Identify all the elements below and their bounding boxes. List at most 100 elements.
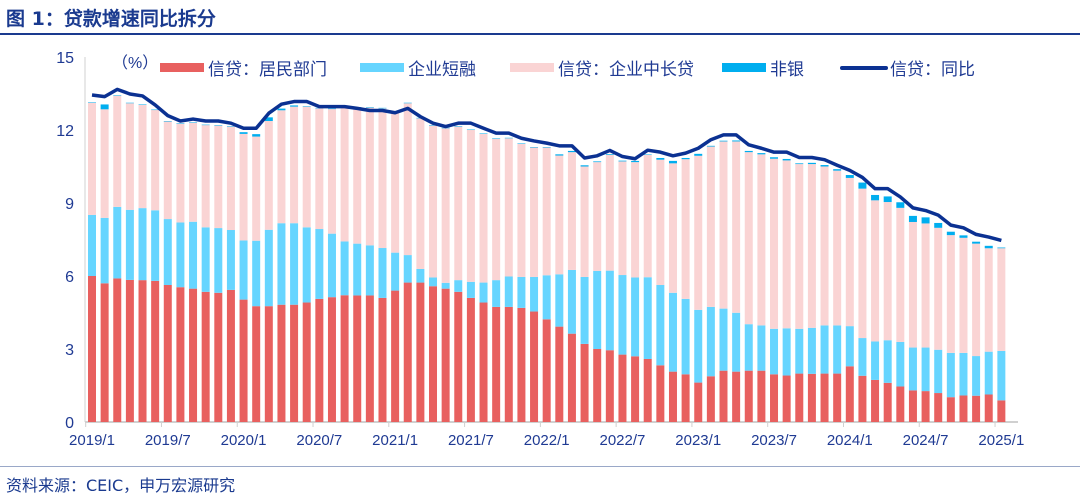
bar-corp-short: [896, 341, 905, 387]
y-tick-label: 0: [65, 415, 74, 432]
bar-household: [391, 290, 400, 422]
bar-household: [744, 370, 753, 422]
bar-corp-long: [315, 108, 324, 230]
bar-corp-short: [530, 276, 539, 312]
y-tick-label: 12: [56, 123, 74, 140]
bar-household: [959, 395, 968, 422]
bar-household: [972, 395, 981, 422]
bar-household: [441, 288, 450, 422]
bar-nonbank: [706, 145, 715, 147]
bar-corp-short: [871, 341, 880, 380]
bar-nonbank: [454, 126, 463, 127]
bar-nonbank: [429, 125, 438, 126]
bar-household: [454, 291, 463, 422]
line-credit-yoy: [91, 87, 1002, 243]
bar-corp-short: [340, 241, 349, 296]
bar-corp-short: [429, 277, 438, 287]
bar-household: [782, 375, 791, 422]
bar-corp-short: [782, 328, 791, 376]
bar-corp-short: [946, 352, 955, 398]
bar-corp-long: [403, 103, 412, 256]
bar-corp-long: [631, 162, 640, 278]
bar-nonbank: [252, 134, 261, 137]
bar-household: [466, 297, 475, 422]
x-tick-label: 2020/7: [296, 432, 342, 449]
bar-household: [858, 375, 867, 422]
x-tick-label: 2024/1: [827, 432, 873, 449]
y-tick-label: 15: [56, 50, 74, 67]
bar-corp-short: [706, 306, 715, 377]
bar-corp-long: [908, 221, 917, 348]
bar-corp-short: [504, 276, 513, 307]
bar-nonbank: [479, 133, 488, 134]
bar-corp-long: [290, 106, 299, 224]
x-tick-label: 2019/7: [145, 432, 191, 449]
bar-corp-long: [883, 202, 892, 341]
bar-corp-long: [100, 109, 109, 218]
bar-household: [365, 295, 374, 422]
bar-nonbank: [795, 163, 804, 165]
bar-household: [504, 306, 513, 422]
bar-corp-long: [567, 152, 576, 270]
x-tick-label: 2023/1: [675, 432, 721, 449]
bar-corp-long: [252, 136, 261, 241]
bar-nonbank: [201, 124, 210, 126]
bar-corp-short: [656, 285, 665, 366]
source-note: 资料来源：CEIC，申万宏源研究: [6, 476, 236, 495]
bar-household: [542, 319, 551, 422]
x-tick-label: 2020/1: [221, 432, 267, 449]
bar-household: [277, 304, 286, 422]
bar-corp-long: [530, 147, 539, 277]
bar-nonbank: [517, 143, 526, 144]
bar-corp-long: [214, 125, 223, 229]
bar-corp-long: [151, 110, 160, 211]
bar-corp-short: [151, 210, 160, 281]
bar-nonbank: [820, 165, 829, 167]
bar-corp-short: [934, 349, 943, 394]
bar-corp-short: [668, 292, 677, 372]
bar-corp-short: [454, 280, 463, 292]
bar-corp-long: [176, 123, 185, 223]
bar-corp-long: [239, 133, 248, 241]
bar-nonbank: [934, 222, 943, 228]
bar-corp-long: [921, 223, 930, 348]
bar-household: [567, 333, 576, 422]
bar-corp-long: [984, 248, 993, 352]
bar-household: [845, 366, 854, 422]
bar-corp-short: [984, 351, 993, 395]
bar-corp-long: [416, 118, 425, 269]
x-tick-label: 2021/1: [372, 432, 418, 449]
bar-nonbank: [807, 162, 816, 165]
source-divider: [0, 466, 1080, 467]
bar-nonbank: [138, 104, 147, 105]
y-tick-label: 3: [65, 342, 74, 359]
bar-household: [732, 371, 741, 422]
bar-nonbank: [189, 122, 198, 123]
bar-household: [795, 373, 804, 422]
bar-nonbank: [555, 154, 564, 156]
bar-household: [416, 282, 425, 422]
bar-corp-long: [125, 103, 134, 210]
bar-corp-long: [656, 159, 665, 286]
bar-nonbank: [896, 202, 905, 208]
bar-nonbank: [782, 158, 791, 161]
bar-household: [921, 391, 930, 422]
bar-household: [530, 311, 539, 422]
bar-nonbank: [618, 160, 627, 162]
bar-corp-short: [618, 275, 627, 355]
stacked-bar-line-chart: 0 3 6 9 12 15 （%） 2019/1 2019/7 2020/1 2020/7 2021/…: [56, 50, 1024, 449]
bar-household: [618, 354, 627, 422]
bar-corp-long: [795, 164, 804, 329]
legend-label: 非银: [770, 60, 804, 79]
bar-corp-short: [959, 352, 968, 396]
bar-corp-short: [580, 276, 589, 344]
bar-household: [151, 280, 160, 422]
bar-household: [125, 279, 134, 422]
bar-corp-short: [858, 338, 867, 376]
bar-corp-long: [668, 163, 677, 293]
bar-corp-short: [391, 252, 400, 291]
bar-corp-short: [542, 275, 551, 320]
bar-nonbank: [100, 104, 109, 110]
bar-corp-long: [719, 141, 728, 309]
bar-corp-long: [757, 154, 766, 326]
